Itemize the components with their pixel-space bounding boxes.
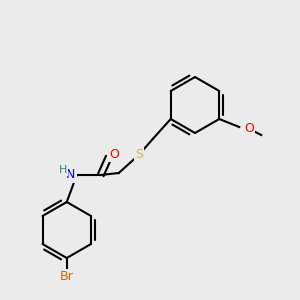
Text: S: S (135, 148, 143, 161)
Text: O: O (109, 148, 119, 160)
Text: O: O (244, 122, 254, 136)
Text: H: H (58, 165, 67, 175)
Text: Br: Br (60, 271, 74, 284)
Text: N: N (66, 169, 75, 182)
